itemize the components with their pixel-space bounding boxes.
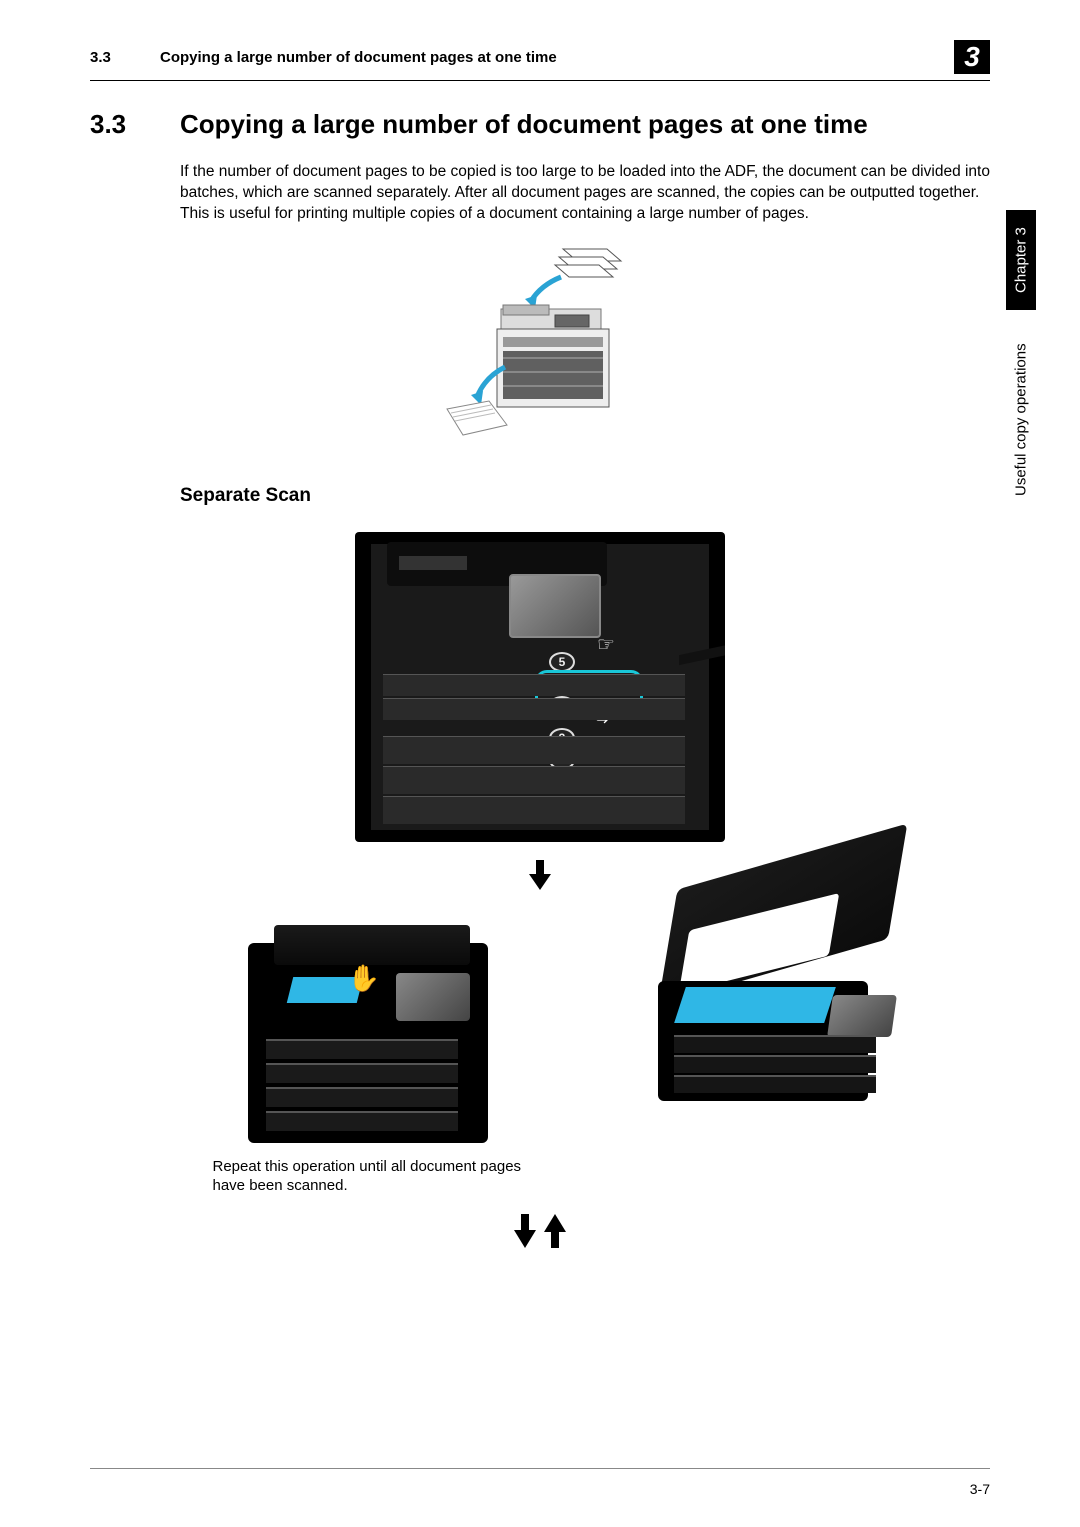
figure-copier-overview: [445, 245, 635, 445]
copier-overview-svg: [445, 245, 635, 445]
printer-top-adf: [274, 925, 470, 965]
figure-load-adf: ✋ Repeat this operation until all docume…: [213, 921, 523, 1196]
paper-tray-c: [266, 1087, 458, 1107]
printer-feeder-slot: [399, 556, 467, 570]
tray-number-5: 5: [549, 652, 575, 672]
section-heading-row: 3.3 Copying a large number of document p…: [90, 109, 990, 140]
control-panel: [827, 995, 897, 1037]
paper-tray-a: [674, 1035, 876, 1053]
side-tab-chapter: Chapter 3: [1006, 210, 1036, 310]
paper-tray-2: [383, 698, 685, 720]
printer-control-panel: [509, 574, 601, 638]
control-panel: [396, 973, 470, 1021]
hand-insert-icon: ✋: [348, 963, 380, 994]
paper-tray-b: [266, 1063, 458, 1083]
figure-printer-front: ☞ 5 1 2 3 4 ↪: [355, 532, 725, 842]
figure-platen-scan: [608, 921, 918, 1105]
header-rule: [90, 80, 990, 81]
paper-tray-4: [383, 766, 685, 794]
figure-row-scan-steps: ✋ Repeat this operation until all docume…: [90, 921, 990, 1196]
footer-page-number: 3-7: [970, 1481, 990, 1497]
section-heading: Copying a large number of document pages…: [180, 109, 868, 140]
document-page: 3.3 Copying a large number of document p…: [0, 0, 1080, 1527]
paper-tray-d: [266, 1111, 458, 1131]
hand-point-icon: ☞: [597, 632, 615, 657]
paper-tray-3: [383, 736, 685, 764]
footer-rule: [90, 1468, 990, 1469]
printer-lid-open: [628, 895, 898, 1105]
subheading-separate-scan: Separate Scan: [180, 485, 990, 507]
section-number: 3.3: [90, 109, 180, 140]
header-running-title: Copying a large number of document pages…: [160, 49, 954, 66]
caption-repeat-operation: Repeat this operation until all document…: [213, 1157, 523, 1196]
scanner-glass: [674, 987, 836, 1023]
paper-tray-b: [674, 1055, 876, 1073]
flow-arrow-down-up-icon: [90, 1214, 990, 1257]
header-section-number: 3.3: [90, 49, 160, 66]
paper-tray-c: [674, 1075, 876, 1093]
side-tab-section-label: Useful copy operations: [1006, 310, 1036, 530]
paper-tray-1: [383, 674, 685, 696]
printer-adf-load: ✋: [248, 943, 488, 1143]
paper-tray-5: [383, 796, 685, 824]
paper-tray-a: [266, 1039, 458, 1059]
running-header: 3.3 Copying a large number of document p…: [90, 40, 990, 74]
section-paragraph: If the number of document pages to be co…: [180, 162, 990, 225]
chapter-badge: 3: [954, 40, 990, 74]
